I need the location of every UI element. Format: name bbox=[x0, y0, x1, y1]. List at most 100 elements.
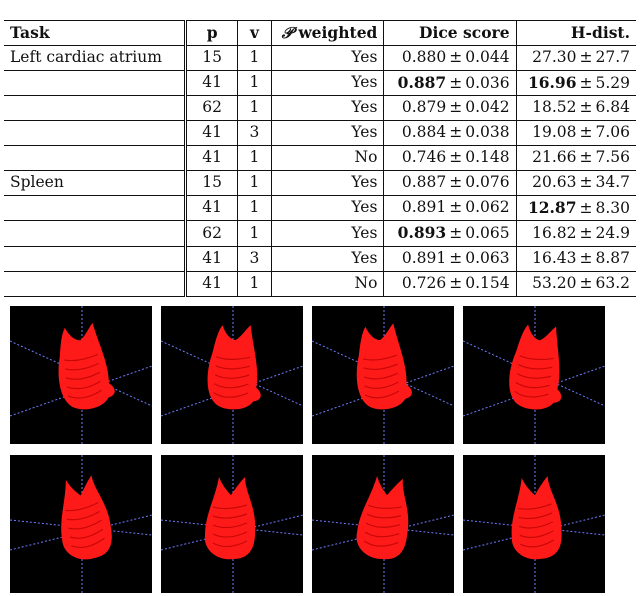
cell-task bbox=[4, 95, 186, 122]
hdist-sd: 7.06 bbox=[595, 123, 630, 142]
dice-sd: 0.154 bbox=[465, 273, 510, 292]
cell-p: 62 bbox=[184, 220, 238, 248]
dice-mean: 0.887 bbox=[397, 72, 447, 92]
cell-p: 41 bbox=[184, 145, 238, 171]
hdist-sd: 8.87 bbox=[595, 249, 630, 268]
render-panel bbox=[312, 455, 454, 593]
hdist-sd: 8.30 bbox=[595, 198, 630, 217]
segmentation-mesh bbox=[61, 475, 112, 560]
cell-p: 41 bbox=[184, 70, 238, 97]
cell-weighted: No bbox=[270, 271, 384, 297]
cell-task: Spleen bbox=[4, 170, 186, 196]
axis-line bbox=[312, 365, 454, 417]
plus-minus: ± bbox=[449, 98, 463, 117]
cell-task bbox=[4, 70, 186, 97]
dice-sd: 0.036 bbox=[465, 73, 510, 92]
hdist-sd: 6.84 bbox=[595, 98, 630, 117]
cell-dice: 0.726 ±0.154 bbox=[383, 271, 517, 297]
cell-v: 3 bbox=[237, 120, 272, 146]
dice-sd: 0.076 bbox=[465, 172, 510, 191]
cell-weighted: Yes bbox=[270, 95, 384, 122]
cell-v: 3 bbox=[237, 246, 272, 272]
axis-line bbox=[463, 365, 605, 417]
cell-task: Left cardiac atrium bbox=[4, 45, 186, 71]
plus-minus: ± bbox=[449, 249, 463, 268]
table-row: 41 1 Yes 0.891 ±0.062 12.87 ±8.30 bbox=[4, 195, 636, 222]
hdist-mean: 53.20 bbox=[532, 273, 577, 292]
dice-sd: 0.063 bbox=[465, 249, 510, 268]
cell-v: 1 bbox=[237, 195, 272, 222]
dice-sd: 0.065 bbox=[465, 224, 510, 243]
cell-task bbox=[4, 271, 186, 297]
dice-mean: 0.891 bbox=[401, 198, 447, 217]
segmentation-mesh bbox=[511, 476, 562, 560]
axis-line bbox=[10, 365, 152, 417]
table-row: 41 3 Yes 0.884 ±0.038 19.08 ±7.06 bbox=[4, 120, 636, 146]
cell-p: 41 bbox=[184, 120, 238, 146]
cell-hdist: 53.20 ±63.2 bbox=[515, 271, 636, 297]
cell-weighted: Yes bbox=[270, 246, 384, 272]
cell-v: 1 bbox=[237, 45, 272, 71]
hdist-mean: 18.52 bbox=[532, 98, 577, 117]
render-panel bbox=[463, 306, 605, 444]
plus-minus: ± bbox=[579, 123, 593, 142]
table-row: 41 3 Yes 0.891 ±0.063 16.43 ±8.87 bbox=[4, 246, 636, 272]
table-header-row: Task p v 𝒫 weighted Dice score H-dist. bbox=[4, 20, 636, 46]
segmentation-mesh bbox=[356, 476, 409, 560]
dice-mean: 0.887 bbox=[401, 172, 447, 191]
hdist-mean: 21.66 bbox=[532, 147, 577, 166]
header-hdist: H-dist. bbox=[515, 20, 636, 46]
cell-hdist: 16.43 ±8.87 bbox=[515, 246, 636, 272]
header-dice: Dice score bbox=[383, 20, 517, 46]
table-row: Left cardiac atrium 15 1 Yes 0.880 ±0.044 27.3… bbox=[4, 45, 636, 71]
cell-task bbox=[4, 195, 186, 222]
hdist-sd: 27.7 bbox=[595, 47, 630, 66]
render-panel bbox=[161, 455, 303, 593]
dice-mean: 0.726 bbox=[401, 273, 447, 292]
cell-task bbox=[4, 145, 186, 171]
cell-dice: 0.887 ±0.076 bbox=[383, 170, 517, 196]
cell-task bbox=[4, 120, 186, 146]
dice-sd: 0.042 bbox=[465, 98, 510, 117]
render-panel bbox=[463, 455, 605, 593]
cell-p: 62 bbox=[184, 95, 238, 122]
plus-minus: ± bbox=[449, 198, 463, 217]
cell-p: 41 bbox=[184, 246, 238, 272]
cell-p: 15 bbox=[184, 170, 238, 196]
cell-dice: 0.887 ±0.036 bbox=[383, 70, 517, 97]
cell-dice: 0.880 ±0.044 bbox=[383, 45, 517, 71]
hdist-mean: 16.43 bbox=[532, 249, 577, 268]
render-panel bbox=[10, 455, 152, 593]
segmentation-mesh bbox=[356, 323, 412, 410]
cell-v: 1 bbox=[237, 170, 272, 196]
cell-hdist: 27.30 ±27.7 bbox=[515, 45, 636, 71]
dice-sd: 0.062 bbox=[465, 198, 510, 217]
cell-weighted: No bbox=[270, 145, 384, 171]
axis-line bbox=[161, 365, 303, 417]
plus-minus: ± bbox=[449, 224, 463, 243]
plus-minus: ± bbox=[449, 172, 463, 191]
cell-hdist: 21.66 ±7.56 bbox=[515, 145, 636, 171]
cell-v: 1 bbox=[237, 271, 272, 297]
hdist-mean: 19.08 bbox=[532, 123, 577, 142]
cell-dice: 0.891 ±0.062 bbox=[383, 195, 517, 222]
header-weighted: 𝒫 weighted bbox=[270, 20, 384, 46]
hdist-mean: 16.96 bbox=[527, 72, 577, 92]
hdist-mean: 12.87 bbox=[527, 197, 577, 217]
cell-hdist: 12.87 ±8.30 bbox=[515, 195, 636, 222]
plus-minus: ± bbox=[579, 198, 593, 217]
hdist-sd: 7.56 bbox=[595, 147, 630, 166]
cell-weighted: Yes bbox=[270, 195, 384, 222]
dice-sd: 0.148 bbox=[465, 147, 510, 166]
segmentation-mesh bbox=[204, 477, 256, 560]
plus-minus: ± bbox=[449, 73, 463, 92]
render-panel bbox=[161, 306, 303, 444]
plus-minus: ± bbox=[579, 147, 593, 166]
cell-task bbox=[4, 220, 186, 248]
dice-mean: 0.891 bbox=[401, 249, 447, 268]
table-row: 41 1 No 0.746 ±0.148 21.66 ±7.56 bbox=[4, 145, 636, 171]
cell-p: 15 bbox=[184, 45, 238, 71]
results-table: Task p v 𝒫 weighted Dice score H-dist. L… bbox=[4, 20, 636, 297]
dice-mean: 0.879 bbox=[401, 98, 447, 117]
cell-dice: 0.891 ±0.063 bbox=[383, 246, 517, 272]
